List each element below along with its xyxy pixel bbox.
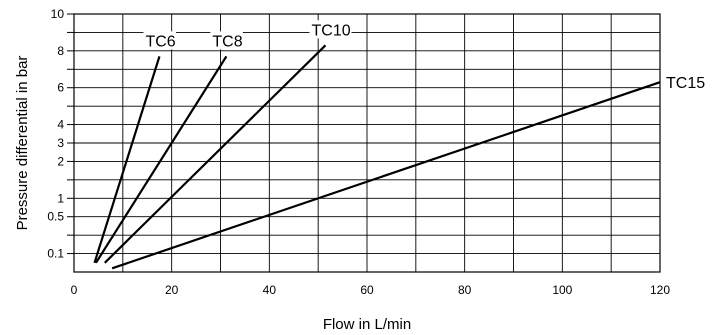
x-tick-label: 20	[165, 283, 179, 297]
x-tick-label: 80	[458, 283, 472, 297]
x-tick-label: 40	[263, 283, 277, 297]
y-tick-label: 4	[57, 118, 64, 132]
x-tick-label: 0	[71, 283, 78, 297]
series-label-tc6: TC6	[145, 33, 175, 50]
y-tick-label: 3	[57, 136, 64, 150]
series-line-tc6	[93, 56, 161, 264]
plot-frame	[73, 13, 661, 273]
series-line-tc10	[103, 44, 327, 264]
y-tick-label: 6	[57, 81, 64, 95]
series-label-background	[210, 31, 243, 50]
series-line-tc15	[111, 81, 661, 270]
x-tick-label: 120	[650, 283, 670, 297]
y-tick-label: 10	[51, 7, 65, 21]
x-tick-label: 100	[552, 283, 572, 297]
series-label-tc8: TC8	[212, 33, 242, 50]
y-tick-label: 2	[57, 154, 64, 168]
y-tick-label: 1	[57, 191, 64, 205]
y-tick-label: 0.1	[47, 247, 64, 261]
series-label-background	[143, 31, 176, 50]
x-axis-ticks: 0 20 40 60 80 100 120	[71, 283, 671, 297]
y-tick-label: 0.5	[47, 210, 64, 224]
y-tick-label: 8	[57, 44, 64, 58]
series-line-tc8	[95, 55, 228, 264]
y-axis-title: Pressure differential in bar	[14, 56, 31, 231]
x-axis-title: Flow in L/min	[323, 316, 411, 333]
series-group: TC6 TC8 TC10 TC15	[93, 20, 705, 270]
series-label-background	[309, 20, 352, 39]
series-label-tc10: TC10	[311, 22, 350, 39]
grid	[74, 14, 660, 272]
x-tick-label: 60	[360, 283, 374, 297]
y-axis-ticks: 0.1 0.5 1 2 3 4 6 8 10	[47, 7, 74, 261]
series-label-tc15: TC15	[666, 75, 705, 92]
